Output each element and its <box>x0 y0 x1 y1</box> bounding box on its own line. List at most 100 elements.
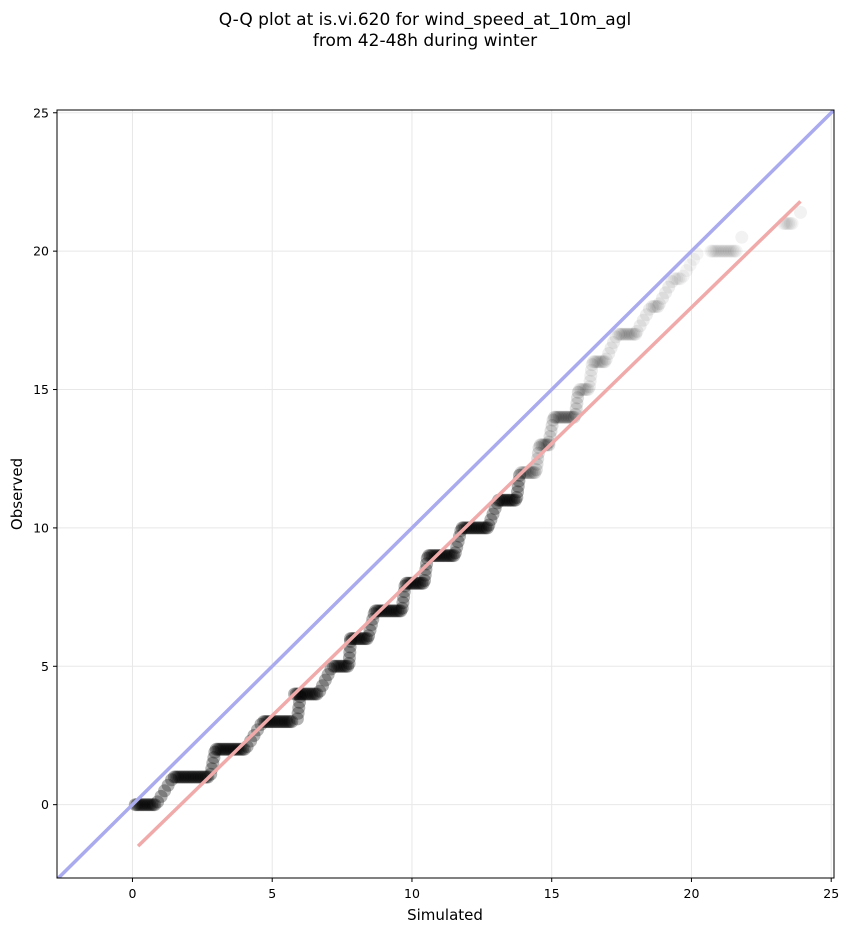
data-point <box>208 745 222 759</box>
data-point <box>562 410 576 424</box>
data-point <box>316 679 329 693</box>
data-point <box>327 659 341 673</box>
data-point <box>214 742 228 756</box>
data-point <box>154 789 168 803</box>
data-point <box>528 466 542 480</box>
data-point <box>578 383 592 396</box>
data-point <box>551 410 565 424</box>
data-point <box>585 358 599 372</box>
data-point <box>357 632 371 646</box>
data-point <box>559 410 573 424</box>
data-point <box>416 576 430 590</box>
data-point <box>511 485 524 499</box>
y-tick-label: 0 <box>41 797 49 812</box>
data-point <box>280 715 294 729</box>
data-point <box>620 327 634 341</box>
data-point <box>181 770 195 784</box>
data-point <box>474 521 488 535</box>
data-point <box>548 410 561 424</box>
y-tick-label: 15 <box>33 382 49 397</box>
data-point <box>729 244 743 258</box>
data-point <box>706 244 720 258</box>
data-point <box>305 687 319 701</box>
data-point <box>546 413 560 427</box>
data-point <box>262 715 276 729</box>
data-point <box>607 336 620 349</box>
data-point <box>440 549 454 563</box>
data-point <box>413 576 427 590</box>
data-point <box>396 596 410 610</box>
data-point <box>717 244 731 258</box>
data-point <box>462 521 476 535</box>
data-point <box>179 770 193 784</box>
data-point <box>488 502 502 515</box>
data-point <box>625 327 639 341</box>
data-point <box>622 327 636 341</box>
data-point <box>716 244 730 258</box>
data-point <box>529 463 543 477</box>
data-point <box>636 313 650 327</box>
data-point <box>659 286 673 300</box>
data-point <box>472 521 486 535</box>
data-point <box>662 280 676 294</box>
data-point <box>480 521 494 535</box>
data-point <box>508 493 522 507</box>
data-point <box>199 770 213 784</box>
x-tick-label: 5 <box>268 886 276 901</box>
data-point <box>384 604 398 618</box>
data-point <box>387 604 401 618</box>
data-point <box>612 327 626 341</box>
data-point <box>783 217 797 230</box>
data-point <box>332 659 346 673</box>
data-point <box>145 798 159 812</box>
data-point <box>209 742 223 756</box>
reference-lines <box>57 110 834 878</box>
data-point <box>503 493 517 507</box>
chart-title-line-2: from 42-48h during winter <box>312 31 538 51</box>
data-point <box>486 507 500 521</box>
data-point <box>450 540 464 554</box>
data-point <box>453 529 466 543</box>
data-point <box>342 651 356 665</box>
data-point <box>183 770 196 784</box>
y-tick-label: 10 <box>33 520 49 535</box>
data-point <box>500 493 514 507</box>
data-point <box>683 258 697 272</box>
data-point <box>169 770 183 784</box>
data-point <box>712 244 726 258</box>
data-point <box>676 269 690 283</box>
data-point <box>554 410 568 424</box>
data-point <box>561 410 574 424</box>
data-point <box>665 275 679 289</box>
data-point <box>189 770 203 784</box>
data-point <box>707 244 721 258</box>
data-point <box>206 756 220 770</box>
data-point <box>602 347 616 360</box>
data-point <box>590 355 604 369</box>
data-point <box>324 662 338 676</box>
axis-ticks: 0 5 10 15 20 25 0 5 10 15 20 25 <box>33 105 839 901</box>
data-point <box>207 751 221 765</box>
data-point <box>585 363 598 377</box>
grid <box>57 110 834 878</box>
data-point <box>174 770 188 784</box>
data-point <box>146 798 160 812</box>
data-point <box>285 715 299 729</box>
data-point <box>141 798 155 812</box>
data-point <box>268 715 282 729</box>
data-point <box>278 715 292 729</box>
data-point <box>584 369 598 383</box>
data-point <box>354 632 367 646</box>
data-point <box>136 798 150 812</box>
y-axis-label: Observed <box>8 458 26 530</box>
data-point <box>633 319 647 333</box>
y-tick-label: 20 <box>33 244 49 259</box>
data-point <box>479 521 493 535</box>
data-point <box>469 521 483 535</box>
data-point <box>291 706 305 720</box>
data-point <box>643 302 656 316</box>
data-point <box>282 715 295 729</box>
data-point <box>186 770 200 784</box>
data-point <box>534 438 547 452</box>
data-point <box>482 518 496 532</box>
